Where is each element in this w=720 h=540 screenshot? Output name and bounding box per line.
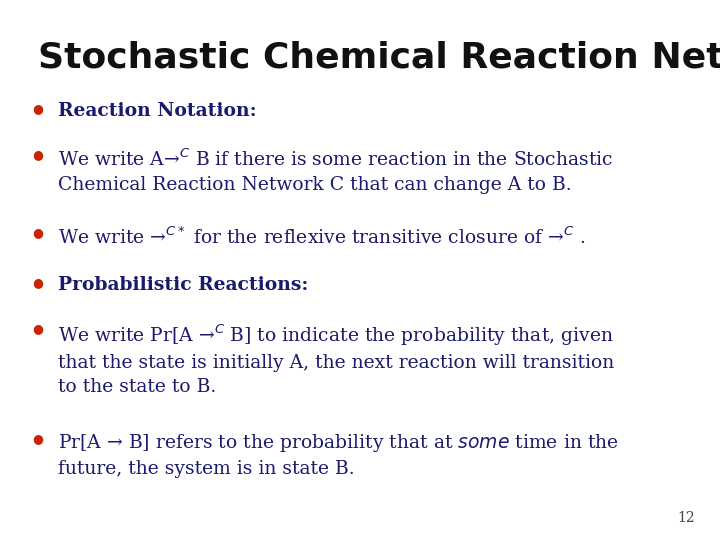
Text: Reaction Notation:: Reaction Notation:	[58, 102, 256, 120]
Text: We write A→$^C$ B if there is some reaction in the Stochastic
Chemical Reaction : We write A→$^C$ B if there is some react…	[58, 148, 613, 194]
Text: We write →$^{C*}$ for the reflexive transitive closure of →$^C$ .: We write →$^{C*}$ for the reflexive tran…	[58, 226, 585, 247]
Text: ●: ●	[32, 226, 43, 239]
Text: Stochastic Chemical Reaction Network: Stochastic Chemical Reaction Network	[38, 40, 720, 74]
Text: 12: 12	[678, 511, 695, 525]
Text: ●: ●	[32, 148, 43, 161]
Text: ●: ●	[32, 102, 43, 115]
Text: Probabilistic Reactions:: Probabilistic Reactions:	[58, 276, 308, 294]
Text: ●: ●	[32, 276, 43, 289]
Text: We write Pr[A →$^C$ B] to indicate the probability that, given
that the state is: We write Pr[A →$^C$ B] to indicate the p…	[58, 322, 614, 396]
Text: ●: ●	[32, 322, 43, 335]
Text: Pr[A → B] refers to the probability that at $\it{some}$ time in the
future, the : Pr[A → B] refers to the probability that…	[58, 432, 618, 478]
Text: ●: ●	[32, 432, 43, 445]
